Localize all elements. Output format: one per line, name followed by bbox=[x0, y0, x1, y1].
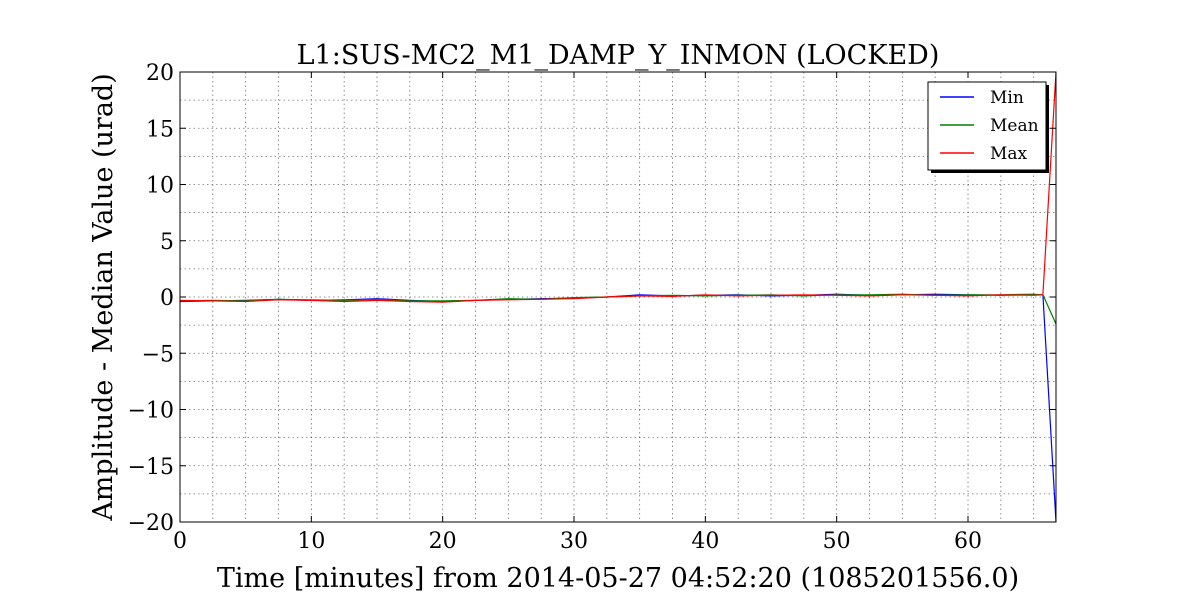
y-tick-label: 20 bbox=[146, 61, 174, 86]
series-line-max bbox=[180, 72, 1056, 303]
grid bbox=[180, 72, 1056, 522]
y-tick-label: −20 bbox=[128, 511, 174, 536]
y-tick-label: −5 bbox=[142, 342, 174, 367]
x-tick-label: 40 bbox=[691, 529, 719, 554]
series-line-min bbox=[180, 293, 1056, 522]
x-axis-label: Time [minutes] from 2014-05-27 04:52:20 … bbox=[217, 563, 1019, 594]
legend-label-mean: Mean bbox=[990, 116, 1039, 136]
y-tick-label: 5 bbox=[160, 230, 174, 255]
x-tick-label: 50 bbox=[823, 529, 851, 554]
x-tick-label: 60 bbox=[954, 529, 982, 554]
x-tick-label: 0 bbox=[173, 529, 187, 554]
y-tick-label: 15 bbox=[146, 117, 174, 142]
legend-label-max: Max bbox=[990, 144, 1028, 164]
x-tick-label: 20 bbox=[429, 529, 457, 554]
series-group bbox=[180, 72, 1056, 522]
y-tick-label: −15 bbox=[128, 455, 174, 480]
legend-label-min: Min bbox=[990, 88, 1024, 108]
y-tick-label: 0 bbox=[160, 286, 174, 311]
legend-items: Min Mean Max bbox=[940, 88, 1039, 164]
chart-title: L1:SUS-MC2_M1_DAMP_Y_INMON (LOCKED) bbox=[297, 40, 940, 71]
legend: Min Mean Max bbox=[927, 81, 1049, 173]
y-axis-label: Amplitude - Median Value (urad) bbox=[88, 73, 119, 522]
y-tick-label: 10 bbox=[146, 174, 174, 199]
y-tick-label: −10 bbox=[128, 399, 174, 424]
x-tick-label: 30 bbox=[560, 529, 588, 554]
x-tick-label: 10 bbox=[297, 529, 325, 554]
